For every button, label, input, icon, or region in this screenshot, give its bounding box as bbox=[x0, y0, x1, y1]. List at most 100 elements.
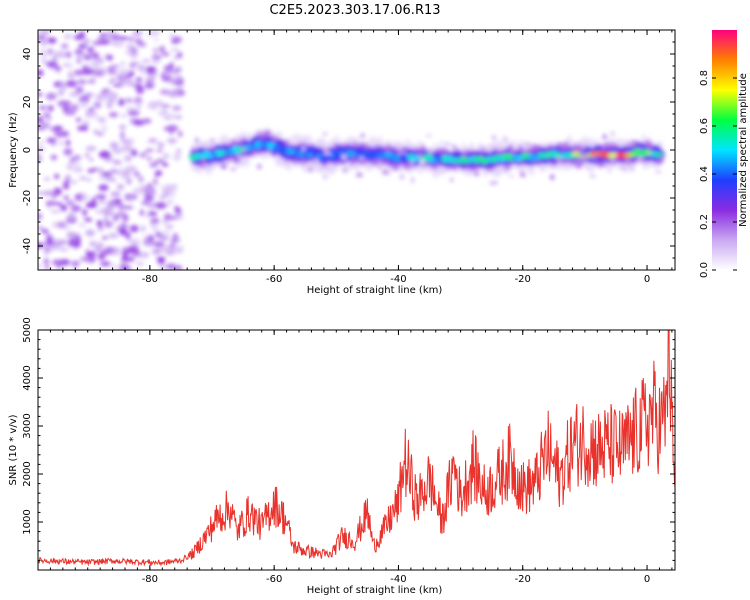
noise-blob bbox=[106, 104, 113, 109]
snr-y-axis: 1000 2000 3000 4000 5000 bbox=[22, 317, 675, 571]
noise-blob bbox=[120, 61, 125, 66]
noise-blob bbox=[53, 173, 60, 180]
colorbar-tick-label: 0.0 bbox=[699, 262, 710, 278]
noise-blob bbox=[70, 260, 80, 266]
noise-blob bbox=[161, 76, 172, 82]
noise-blob bbox=[70, 180, 78, 185]
noise-blob bbox=[48, 105, 54, 112]
faint-spot bbox=[256, 163, 262, 170]
faint-spot bbox=[525, 141, 530, 147]
noise-blob bbox=[161, 188, 166, 197]
noise-blob bbox=[65, 139, 71, 146]
faint-spot bbox=[507, 151, 515, 154]
noise-blob bbox=[45, 200, 56, 205]
noise-blob bbox=[124, 98, 133, 103]
noise-blob bbox=[82, 124, 88, 132]
ridge-core bbox=[654, 152, 663, 157]
noise-blob bbox=[169, 128, 174, 135]
faint-spot bbox=[323, 151, 331, 156]
noise-blob bbox=[90, 256, 96, 262]
faint-spot bbox=[398, 151, 403, 156]
y-tick-label: -20 bbox=[22, 190, 33, 206]
noise-blob bbox=[178, 130, 183, 137]
noise-blob bbox=[97, 167, 104, 175]
noise-blob bbox=[157, 111, 168, 116]
noise-blob bbox=[153, 47, 159, 54]
noise-blob bbox=[72, 242, 81, 248]
noise-blob bbox=[93, 68, 106, 77]
noise-blob bbox=[43, 251, 49, 257]
noise-blob bbox=[51, 259, 64, 266]
colorbar-tick-label: 0.8 bbox=[699, 70, 710, 86]
noise-blob bbox=[43, 190, 56, 196]
noise-blob bbox=[164, 70, 172, 75]
noise-blob bbox=[159, 45, 166, 53]
faint-spot bbox=[356, 172, 363, 178]
noise-blob bbox=[85, 145, 97, 152]
noise-blob bbox=[38, 226, 44, 230]
faint-spot bbox=[480, 146, 486, 151]
noise-blob bbox=[92, 66, 105, 71]
noise-blob bbox=[96, 132, 105, 136]
colorbar: 0.0 0.2 0.4 0.6 0.8 Normalized spectral ampl… bbox=[699, 30, 749, 278]
noise-blob bbox=[63, 195, 69, 201]
noise-blob bbox=[49, 138, 58, 143]
noise-blob bbox=[79, 100, 88, 109]
faint-spot bbox=[203, 164, 211, 167]
noise-blob bbox=[121, 174, 132, 181]
faint-spot bbox=[307, 167, 314, 173]
noise-blob bbox=[63, 148, 73, 156]
faint-spot bbox=[549, 174, 555, 181]
noise-blob bbox=[167, 199, 174, 203]
noise-blob bbox=[93, 101, 102, 109]
faint-spot bbox=[419, 159, 425, 166]
noise-blob bbox=[46, 116, 52, 121]
noise-blob bbox=[132, 187, 143, 194]
heatmap-y-axis: -40 -20 0 20 40 bbox=[22, 29, 675, 271]
noise-blob bbox=[121, 256, 130, 262]
faint-spot bbox=[638, 147, 643, 150]
noise-blob bbox=[53, 125, 64, 131]
noise-blob bbox=[121, 139, 132, 145]
noise-blob bbox=[110, 263, 118, 270]
faint-spot bbox=[323, 174, 327, 179]
noise-blob bbox=[177, 84, 184, 89]
faint-spot bbox=[411, 177, 415, 184]
noise-blob bbox=[70, 205, 82, 212]
noise-blob bbox=[140, 251, 150, 258]
x-tick-label: -40 bbox=[390, 274, 406, 285]
noise-blob bbox=[69, 160, 81, 167]
noise-blob bbox=[55, 221, 67, 229]
faint-spot bbox=[487, 167, 494, 172]
noise-blob bbox=[77, 125, 83, 132]
noise-blob bbox=[115, 39, 125, 48]
noise-blob bbox=[130, 152, 138, 156]
noise-blob bbox=[58, 83, 67, 91]
noise-blob bbox=[161, 52, 170, 57]
faint-spot bbox=[450, 177, 454, 182]
snr-y-axis-label: SNR (10 * v/v) bbox=[8, 414, 19, 485]
noise-blob bbox=[73, 69, 85, 76]
noise-blob bbox=[40, 139, 45, 144]
noise-blob bbox=[106, 202, 115, 211]
x-tick-label: -60 bbox=[266, 574, 282, 585]
colorbar-tick-label: 0.6 bbox=[699, 118, 710, 134]
noise-blob bbox=[78, 31, 86, 39]
noise-blob bbox=[100, 125, 108, 133]
noise-blob bbox=[108, 66, 114, 70]
faint-spot bbox=[210, 139, 215, 142]
x-tick-label: -40 bbox=[390, 574, 406, 585]
faint-spot bbox=[610, 131, 615, 136]
noise-blob bbox=[146, 104, 155, 109]
faint-spot bbox=[194, 137, 199, 143]
noise-blob bbox=[63, 110, 76, 116]
noise-blob bbox=[135, 86, 145, 95]
faint-spot bbox=[220, 163, 227, 170]
noise-blob bbox=[110, 78, 116, 82]
faint-spot bbox=[551, 165, 557, 170]
noise-blob bbox=[147, 156, 152, 161]
noise-blob bbox=[154, 101, 164, 107]
noise-blob bbox=[153, 179, 158, 184]
faint-spot bbox=[479, 154, 484, 157]
noise-blob bbox=[90, 60, 100, 68]
